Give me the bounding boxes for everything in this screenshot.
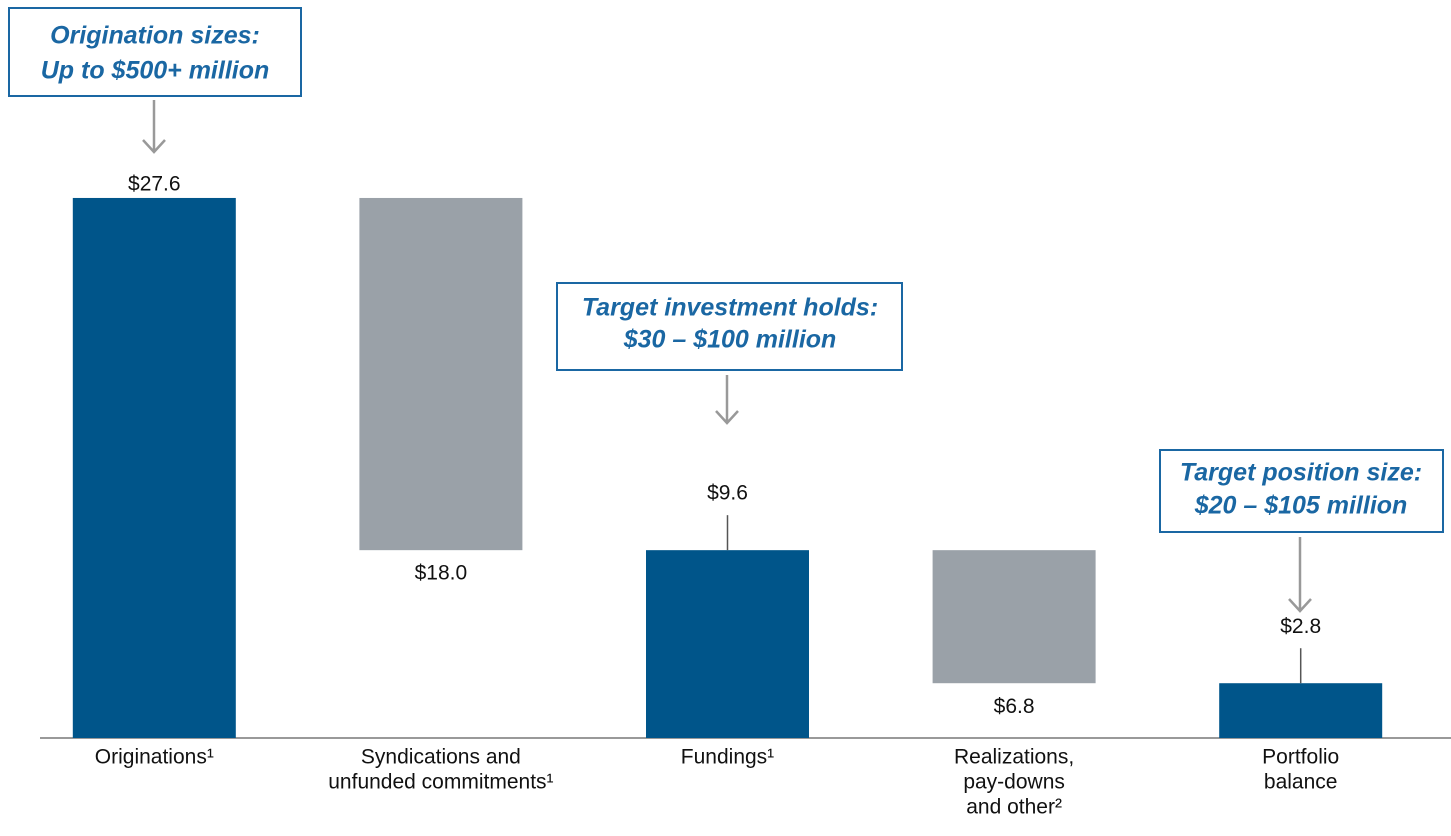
bar (646, 550, 809, 738)
value-label: $9.6 (707, 482, 748, 505)
x-tick-label: balance (1264, 771, 1338, 794)
annotation-text: $30 – $100 million (623, 326, 837, 354)
annotation-text: Origination sizes: (50, 22, 260, 50)
annotation-text: Target investment holds: (582, 294, 878, 322)
annotation-text: Target position size: (1180, 459, 1422, 487)
arrow (1288, 537, 1312, 613)
x-tick-label: and other² (966, 796, 1062, 819)
x-tick-label: pay-downs (963, 771, 1065, 794)
x-tick-label: Portfolio (1262, 746, 1339, 769)
value-label: $6.8 (994, 695, 1035, 718)
annotation-box (8, 7, 302, 97)
value-label: $18.0 (415, 562, 468, 585)
x-tick-label: unfunded commitments¹ (328, 771, 553, 794)
annotation-box (556, 282, 903, 371)
arrow (715, 375, 739, 425)
x-tick-label: Originations¹ (95, 746, 214, 769)
annotation-box (1159, 449, 1444, 533)
annotation-text: Up to $500+ million (41, 57, 270, 85)
bar (932, 550, 1096, 684)
bar (72, 197, 236, 738)
bar (359, 197, 523, 551)
x-tick-label: Realizations, (954, 746, 1074, 769)
value-label: $2.8 (1280, 615, 1321, 638)
x-tick-label: Syndications and (361, 746, 521, 769)
value-label: $27.6 (128, 173, 181, 196)
x-tick-label: Fundings¹ (681, 746, 774, 769)
bar (1219, 683, 1383, 738)
arrow (142, 100, 166, 154)
annotation-text: $20 – $105 million (1194, 492, 1408, 520)
